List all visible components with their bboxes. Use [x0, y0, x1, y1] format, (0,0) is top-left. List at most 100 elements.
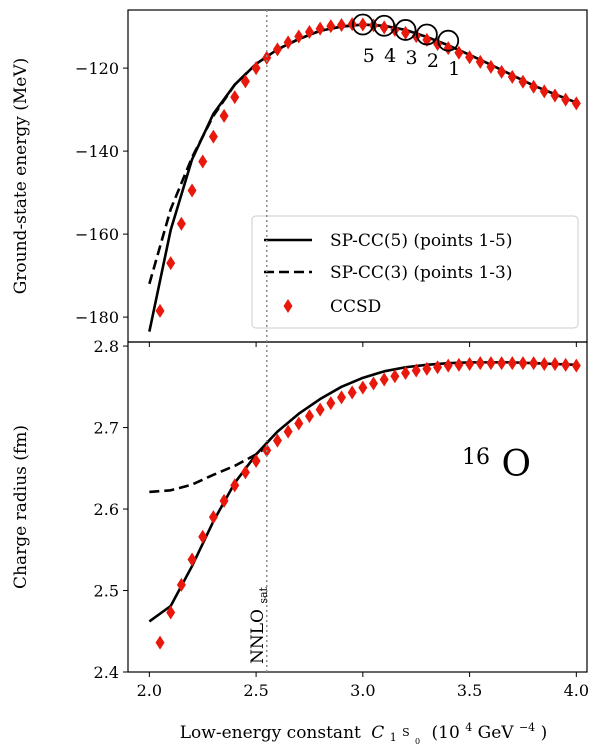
- nnlo-sat-label-sub: sat: [257, 586, 270, 603]
- nnlo-sat-label: NNLO sat: [248, 586, 270, 664]
- bottom-ccsd-point: [390, 369, 400, 384]
- bottom-ccsd-point: [230, 478, 240, 493]
- top-ccsd-point: [401, 25, 411, 40]
- bottom-ccsd-point: [347, 385, 357, 400]
- x-axis-label-units-tail: GeV: [478, 723, 515, 743]
- top-ccsd-point: [304, 24, 314, 39]
- bottom-y-tick-label: 2.5: [94, 582, 119, 601]
- charge-radius-panel: 2.4 2.5 2.6 2.7 2.8 2.0 2.5 3.0 3.5 4.0 Charge ra…: [11, 337, 589, 745]
- nucleus-mass-number: 16: [462, 445, 490, 470]
- top-ccsd-point: [571, 96, 581, 111]
- bottom-ccsd-point: [379, 372, 389, 387]
- bottom-ccsd-point: [465, 357, 475, 371]
- bottom-x-tick-label: 3.5: [457, 681, 482, 700]
- bottom-ccsd-point: [155, 635, 165, 650]
- nucleus-symbol: O: [501, 444, 531, 485]
- nnlo-sat-label-main: NNLO: [248, 609, 268, 664]
- bottom-ccsd-point: [187, 552, 197, 567]
- training-point-number: 4: [384, 45, 396, 67]
- x-axis-label-units-tail-exp: −4: [519, 721, 535, 734]
- bottom-ccsd-point: [272, 433, 282, 448]
- bottom-ccsd-point: [369, 376, 379, 391]
- bottom-ccsd-point: [198, 529, 208, 544]
- top-series-group: [148, 17, 581, 332]
- bottom-x-tick-label: 4.0: [564, 681, 589, 700]
- bottom-ccsd-point: [497, 356, 507, 371]
- top-ccsd-point: [326, 19, 336, 34]
- bottom-y-axis-label: Charge radius (fm): [11, 425, 31, 589]
- x-axis-label: Low-energy constant C 1 S 0 (10 4 GeV −4…: [180, 716, 547, 745]
- ground-state-energy-panel: −120 −140 −160 −180 Ground-state energy (Me…: [11, 9, 588, 347]
- bottom-x-tick-label: 2.5: [243, 681, 268, 700]
- top-ccsd-point: [539, 84, 549, 99]
- top-y-tick-label: −140: [75, 142, 119, 161]
- legend-entry-label: CCSD: [330, 297, 381, 317]
- bottom-ccsd-point: [443, 358, 453, 373]
- top-y-tick-label: −120: [75, 59, 119, 78]
- legend-entry-label: SP-CC(3) (points 1-3): [330, 263, 513, 283]
- top-ccsd-point: [358, 17, 368, 32]
- bottom-y-tick-label: 2.4: [94, 663, 119, 682]
- training-point-number: 3: [405, 47, 417, 69]
- bottom-ccsd-point: [208, 510, 218, 525]
- bottom-ccsd-point: [433, 360, 443, 375]
- top-ccsd-point: [336, 17, 346, 32]
- top-ccsd-point: [294, 29, 304, 44]
- bottom-ccsd-point: [251, 453, 261, 468]
- bottom-ccsd-point: [411, 363, 421, 378]
- bottom-ccsd-point: [358, 380, 368, 395]
- top-y-tick-label: −180: [75, 308, 119, 327]
- top-ccsd-point: [187, 183, 197, 198]
- legend: SP-CC(5) (points 1-5) SP-CC(3) (points 1-…: [251, 215, 579, 329]
- nucleus-label: 16 O: [462, 432, 531, 485]
- top-ccsd-point: [475, 54, 485, 69]
- bottom-ccsd-point: [475, 356, 485, 371]
- top-ccsd-point: [198, 154, 208, 169]
- top-ccsd-point: [550, 88, 560, 103]
- training-point-number: 2: [427, 50, 439, 72]
- x-axis-label-text: Low-energy constant: [180, 723, 361, 743]
- top-ccsd-point: [166, 256, 176, 271]
- bottom-ccsd-point: [315, 402, 325, 417]
- x-axis-label-sub-sup-sub: 0: [415, 737, 420, 745]
- top-ccsd-point: [315, 21, 325, 36]
- legend-box: [251, 215, 579, 329]
- top-ccsd-markers: [155, 17, 581, 318]
- bottom-ccsd-point: [529, 356, 539, 371]
- bottom-ccsd-point: [550, 357, 560, 371]
- bottom-ccsd-point: [336, 390, 346, 405]
- top-ccsd-point: [465, 50, 475, 65]
- bottom-sp-cc3-line: [149, 446, 268, 494]
- bottom-ccsd-point: [518, 356, 528, 371]
- top-ccsd-point: [283, 35, 293, 50]
- training-point-number: 1: [448, 58, 460, 80]
- x-axis-label-symbol: C: [371, 723, 384, 743]
- top-ccsd-point: [507, 69, 517, 84]
- top-y-tick-label: −160: [75, 225, 119, 244]
- bottom-ccsd-point: [304, 409, 314, 424]
- top-ccsd-point: [208, 129, 218, 144]
- x-axis-label-units-exp: 4: [465, 721, 472, 734]
- training-point-circle: [351, 13, 374, 36]
- bottom-y-tick-label: 2.7: [94, 419, 119, 438]
- bottom-ccsd-point: [219, 493, 229, 508]
- bottom-ccsd-point: [283, 424, 293, 439]
- bottom-ccsd-point: [401, 365, 411, 380]
- top-ccsd-point: [443, 41, 453, 56]
- top-ccsd-point: [497, 64, 507, 79]
- training-point-circle: [373, 14, 396, 37]
- bottom-ccsd-point: [176, 577, 186, 592]
- top-ccsd-point: [230, 90, 240, 105]
- bottom-ccsd-point: [507, 356, 517, 371]
- training-point-circle: [394, 19, 417, 41]
- bottom-ccsd-point: [422, 361, 432, 376]
- bottom-tick-group: 2.4 2.5 2.6 2.7 2.8 2.0 2.5 3.0 3.5 4.0: [94, 337, 589, 700]
- top-ccsd-point: [518, 74, 528, 89]
- top-ccsd-point: [219, 108, 229, 123]
- top-ccsd-point: [155, 303, 165, 318]
- top-ccsd-point: [379, 20, 389, 35]
- top-ccsd-point: [529, 79, 539, 94]
- legend-entry-label: SP-CC(5) (points 1-5): [330, 231, 513, 251]
